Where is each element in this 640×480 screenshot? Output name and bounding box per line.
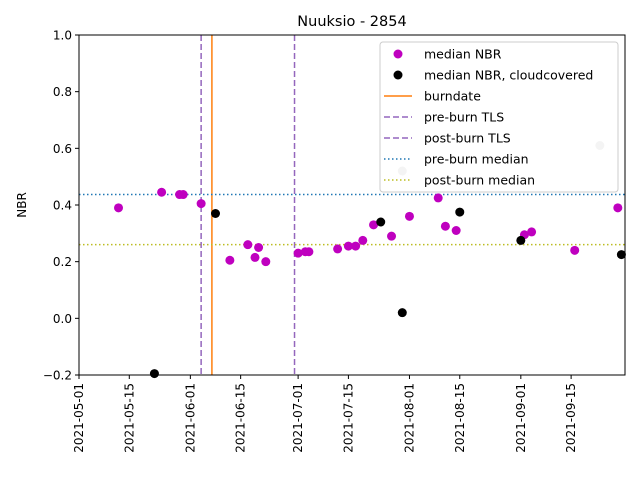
x-tick-label-7: 2021-08-01: [402, 383, 416, 453]
legend-label-2: median NBR, cloudcovered: [424, 68, 593, 83]
chart-title: Nuuksio - 2854: [297, 14, 406, 30]
data-point-s1-15: [343, 241, 353, 251]
data-point-s2-4: [397, 308, 407, 318]
x-tick-label-1: 2021-05-01: [72, 383, 86, 453]
data-point-s2-1: [149, 369, 159, 379]
data-point-s1-20: [404, 211, 414, 221]
y-tick-label-3: 0.2: [53, 255, 72, 269]
legend: median NBR median NBR, cloudcovered burnda…: [379, 41, 619, 193]
y-tick-label-2: 0.0: [53, 312, 72, 326]
legend-marker-1: [393, 49, 403, 59]
data-point-s1-25: [527, 227, 537, 237]
data-point-s2-3: [376, 217, 386, 227]
legend-marker-2: [393, 70, 403, 80]
data-point-s1-26: [570, 245, 580, 255]
data-point-s1-22: [440, 221, 450, 231]
y-tick-label-4: 0.4: [53, 199, 72, 213]
data-point-s1-13: [304, 247, 314, 257]
data-point-s1-21: [433, 193, 443, 203]
data-point-s1-10: [261, 257, 271, 267]
data-point-s1-8: [250, 252, 260, 262]
data-point-s1-19: [387, 231, 397, 241]
legend-label-3: burndate: [424, 89, 481, 104]
data-point-s1-17: [358, 235, 368, 245]
y-tick-label-5: 0.6: [53, 142, 72, 156]
y-tick-label-7: 1.0: [53, 29, 72, 43]
data-point-s1-16: [351, 241, 361, 251]
data-point-s1-1: [114, 203, 124, 213]
legend-label-1: median NBR: [424, 47, 502, 62]
data-point-s1-14: [333, 244, 343, 254]
y-tick-label-6: 0.8: [53, 85, 72, 99]
data-point-s1-23: [451, 226, 461, 235]
y-axis-label: NBR: [15, 192, 29, 218]
x-tick-label-6: 2021-07-15: [341, 383, 355, 453]
data-point-s1-5: [196, 199, 206, 209]
x-tick-label-10: 2021-09-15: [564, 383, 578, 453]
data-point-s1-2: [157, 187, 167, 197]
x-tick-label-5: 2021-07-01: [291, 383, 305, 453]
data-point-s2-6: [516, 235, 526, 245]
data-point-s2-7: [616, 250, 626, 260]
data-point-s2-2: [211, 209, 220, 218]
data-point-s1-7: [243, 240, 253, 250]
data-point-s1-27: [613, 203, 623, 213]
data-point-s1-11: [293, 248, 303, 258]
data-point-s1-9: [254, 243, 264, 252]
legend-label-5: post-burn TLS: [424, 131, 511, 146]
x-tick-label-3: 2021-06-01: [183, 383, 197, 453]
x-tick-label-8: 2021-08-15: [453, 383, 467, 453]
legend-frame: [379, 41, 619, 193]
x-tick-label-9: 2021-09-01: [514, 383, 528, 453]
data-point-s2-5: [455, 207, 465, 217]
x-tick-label-4: 2021-06-15: [234, 383, 248, 453]
y-tick-label-1: −0.2: [43, 369, 72, 383]
x-tick-label-2: 2021-05-15: [122, 383, 136, 453]
legend-label-7: post-burn median: [424, 173, 535, 188]
data-point-s1-4: [178, 190, 188, 200]
data-point-s1-18: [369, 220, 379, 230]
legend-label-4: pre-burn TLS: [424, 110, 504, 125]
data-point-s1-6: [225, 255, 235, 265]
legend-label-6: pre-burn median: [424, 152, 529, 167]
